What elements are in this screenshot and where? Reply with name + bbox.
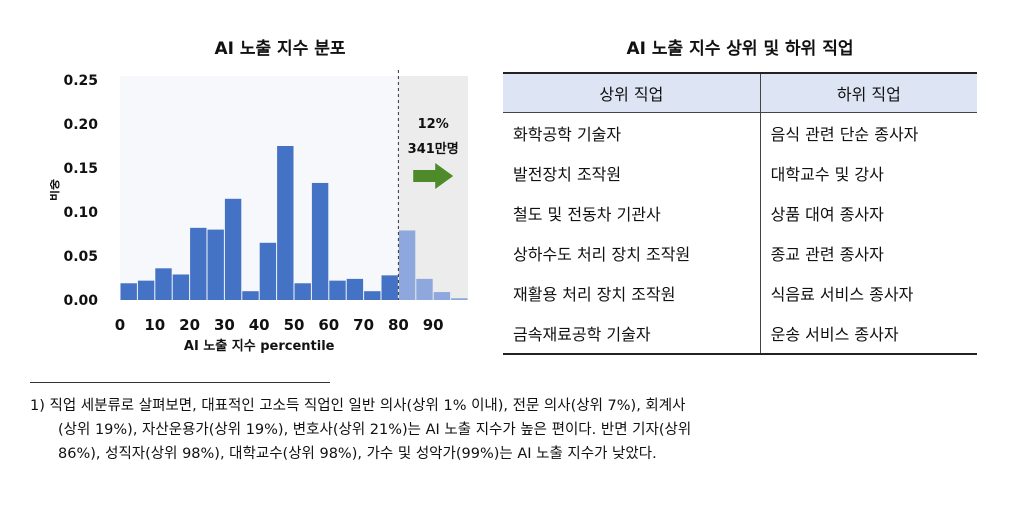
footnote-line: 86%), 성직자(상위 98%), 대학교수(상위 98%), 가수 및 성악…	[58, 446, 657, 462]
histogram-bar	[207, 229, 224, 300]
histogram-bar	[381, 275, 398, 300]
histogram-bar	[311, 182, 329, 300]
top-job-cell: 상하수도 처리 장치 조작원	[503, 233, 761, 273]
bottom-job-cell: 운송 서비스 종사자	[760, 313, 977, 355]
y-tick-label: 0.05	[63, 249, 98, 265]
header-bottom-jobs: 하위 직업	[760, 72, 977, 113]
top-job-cell: 재활용 처리 장치 조작원	[503, 273, 761, 313]
arrow-right-icon	[413, 163, 454, 189]
table-row: 발전장치 조작원 대학교수 및 강사	[503, 153, 977, 193]
x-tick-label: 90	[423, 316, 444, 334]
bottom-job-cell: 종교 관련 종사자	[770, 245, 884, 264]
top-job-cell: 발전장치 조작원	[503, 153, 761, 193]
histogram-bar	[329, 280, 346, 300]
histogram-bar	[364, 291, 381, 300]
x-tick-label: 50	[284, 316, 305, 334]
x-tick-label: 60	[318, 316, 339, 334]
plot-background	[120, 76, 399, 300]
histogram-bar	[451, 298, 468, 300]
histogram-bar	[242, 291, 259, 300]
top-job-cell: 금속재료공학 기술자	[503, 313, 761, 355]
histogram-bar	[155, 268, 172, 300]
x-tick-label: 40	[249, 316, 270, 334]
table-row: 상하수도 처리 장치 조작원 종교 관련 종사자	[503, 233, 977, 273]
table-title: AI 노출 지수 상위 및 하위 직업	[626, 39, 854, 59]
header-top-jobs: 상위 직업	[503, 72, 761, 113]
footnote: 1) 직업 세분류로 살펴보면, 대표적인 고소득 직업인 일반 의사(상위 1…	[30, 394, 995, 466]
bottom-job-cell: 상품 대여 종사자	[770, 205, 884, 224]
y-tick-label: 0.20	[63, 117, 98, 133]
table-row: 철도 및 전동차 기관사 상품 대여 종사자	[503, 193, 977, 233]
histogram-bar	[190, 227, 207, 300]
y-axis-label: 비중	[50, 179, 61, 201]
x-tick-label: 0	[115, 316, 125, 334]
histogram-chart: 0.00 0.05 0.10 0.15 0.20 0.25 0 10 20 30 40 50 60 70 8…	[50, 70, 468, 354]
x-tick-label: 20	[179, 316, 200, 334]
histogram-bar	[224, 198, 242, 300]
footnote-divider	[30, 382, 330, 383]
y-tick-label: 0.15	[63, 161, 98, 177]
histogram-bar	[277, 146, 294, 300]
table-row: 화학공학 기술자 음식 관련 단순 종사자	[503, 112, 977, 153]
histogram-bar	[172, 274, 190, 300]
histogram-bar	[137, 280, 155, 300]
x-tick-label: 30	[214, 316, 235, 334]
jobs-table: 상위 직업 하위 직업 화학공학 기술자 음식 관련 단순 종사자 발전장치 조…	[503, 72, 977, 355]
top-job-cell: 화학공학 기술자	[503, 112, 761, 153]
table-row: 재활용 처리 장치 조작원 식음료 서비스 종사자	[503, 273, 977, 313]
histogram-bar	[398, 230, 416, 300]
x-axis-label: AI 노출 지수 percentile	[184, 338, 335, 354]
x-tick-label: 10	[144, 316, 165, 334]
bottom-job-cell: 대학교수 및 강사	[770, 165, 884, 184]
annotation-percent: 12%	[418, 117, 449, 132]
histogram-bar	[433, 292, 451, 300]
bottom-job-cell: 식음료 서비스 종사자	[770, 285, 914, 304]
x-tick-label: 70	[353, 316, 374, 334]
annotation-count: 341만명	[408, 141, 459, 157]
y-tick-label: 0.00	[63, 293, 98, 309]
table-row: 금속재료공학 기술자 운송 서비스 종사자	[503, 313, 977, 355]
histogram-bar	[346, 278, 364, 300]
top-job-cell: 철도 및 전동차 기관사	[503, 193, 761, 233]
chart-title: AI 노출 지수 분포	[214, 39, 346, 59]
footnote-line: 1) 직업 세분류로 살펴보면, 대표적인 고소득 직업인 일반 의사(상위 1…	[30, 398, 686, 414]
y-tick-label: 0.25	[63, 73, 98, 89]
bottom-job-cell: 음식 관련 단순 종사자	[770, 125, 919, 144]
footnote-line: (상위 19%), 자산운용가(상위 19%), 변호사(상위 21%)는 AI…	[58, 422, 692, 438]
histogram-bar	[120, 283, 137, 300]
histogram-bar	[294, 283, 311, 300]
histogram-bar	[259, 242, 277, 300]
x-tick-label: 80	[388, 316, 409, 334]
y-tick-label: 0.10	[63, 205, 98, 221]
histogram-bar	[416, 278, 433, 300]
